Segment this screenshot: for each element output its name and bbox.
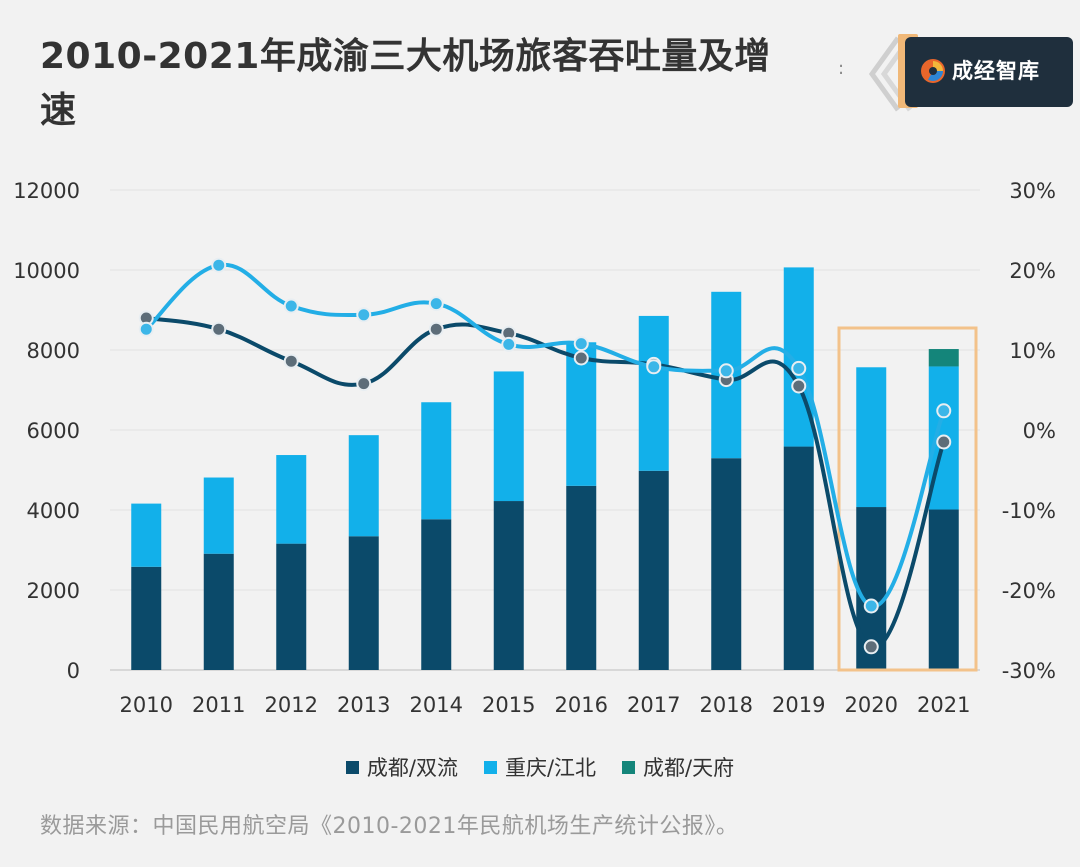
y-right-tick-label: -30% [1002, 659, 1056, 683]
growth-point-1 [211, 257, 227, 273]
bar-0 [638, 470, 669, 670]
legend-item-shuangliu: 成都/双流 [345, 752, 458, 782]
growth-point-1 [646, 359, 662, 375]
x-tick-label: 2013 [337, 693, 390, 717]
y-right-tick-label: 0% [1023, 419, 1056, 443]
highlight-box [837, 326, 978, 672]
x-tick-label: 2019 [772, 693, 825, 717]
data-source-note: 数据来源：中国民用航空局《2010-2021年民航机场生产统计公报》。 [40, 814, 739, 839]
legend-swatch-jiangbei [483, 760, 497, 774]
growth-point-0 [283, 353, 299, 369]
x-tick-label: 2017 [627, 693, 680, 717]
x-tick-label: 2010 [120, 693, 173, 717]
y-left-tick-label: 0 [67, 659, 80, 683]
bar-1 [638, 315, 669, 471]
bar-1 [566, 342, 597, 486]
x-tick-label: 2016 [555, 693, 608, 717]
y-left-tick-label: 8000 [27, 339, 80, 363]
growth-point-1 [791, 360, 807, 376]
x-tick-label: 2021 [917, 693, 970, 717]
bar-0 [493, 501, 524, 670]
bar-0 [276, 543, 307, 670]
x-tick-label: 2018 [700, 693, 753, 717]
x-tick-label: 2020 [845, 693, 898, 717]
bar-1 [276, 455, 307, 544]
x-tick-label: 2014 [410, 693, 463, 717]
growth-point-0 [356, 376, 372, 392]
legend-item-tianfu: 成都/天府 [622, 752, 734, 782]
bar-0 [711, 458, 742, 670]
chart-legend: 成都/双流 重庆/江北 成都/天府 [0, 752, 1080, 782]
y-right-tick-label: -10% [1002, 499, 1056, 523]
growth-line-0 [145, 316, 946, 649]
bar-0 [421, 519, 452, 670]
bar-2 [928, 349, 959, 367]
growth-point-0 [573, 350, 589, 366]
bar-1 [493, 371, 524, 502]
growth-point-1 [718, 363, 734, 379]
growth-point-1 [138, 321, 154, 337]
x-tick-label: 2015 [482, 693, 535, 717]
bar-0 [928, 509, 959, 670]
y-right-tick-label: 30% [1009, 179, 1056, 203]
growth-point-1 [573, 336, 589, 352]
y-left-tick-label: 2000 [27, 579, 80, 603]
bar-0 [348, 536, 379, 670]
bar-1 [131, 503, 162, 567]
separator-mark: : [838, 58, 845, 79]
growth-line-1 [144, 262, 946, 609]
bar-1 [203, 477, 234, 554]
bar-0 [203, 553, 234, 670]
growth-point-1 [283, 298, 299, 314]
legend-swatch-tianfu [622, 760, 636, 774]
legend-item-jiangbei: 重庆/江北 [483, 752, 597, 782]
y-left-tick-label: 4000 [27, 499, 80, 523]
growth-point-0 [211, 321, 227, 337]
growth-point-0 [936, 434, 952, 450]
bar-1 [348, 435, 379, 537]
bar-0 [566, 485, 597, 670]
legend-label-shuangliu: 成都/双流 [366, 756, 458, 780]
brand-name: 成经智库 [952, 59, 1040, 83]
growth-point-1 [863, 598, 879, 614]
legend-label-tianfu: 成都/天府 [643, 756, 735, 780]
growth-point-0 [428, 321, 444, 337]
y-right-tick-label: 20% [1009, 259, 1056, 283]
growth-point-0 [863, 639, 879, 655]
bar-0 [131, 566, 162, 670]
growth-point-1 [356, 307, 372, 323]
brand-emblem-icon [921, 59, 945, 83]
x-tick-label: 2012 [265, 693, 318, 717]
growth-point-1 [936, 403, 952, 419]
growth-point-1 [428, 296, 444, 312]
growth-point-0 [791, 378, 807, 394]
y-right-tick-label: -20% [1002, 579, 1056, 603]
bar-1 [421, 402, 452, 520]
y-right-tick-label: 10% [1009, 339, 1056, 363]
legend-label-jiangbei: 重庆/江北 [504, 756, 597, 780]
x-tick-label: 2011 [192, 693, 245, 717]
y-left-tick-label: 6000 [27, 419, 80, 443]
chart-title: 2010-2021年成渝三大机场旅客吞吐量及增速 [40, 36, 771, 131]
bar-0 [783, 446, 814, 670]
y-left-tick-label: 12000 [13, 179, 80, 203]
growth-point-1 [501, 336, 517, 352]
legend-swatch-shuangliu [345, 760, 359, 774]
bar-1 [856, 367, 887, 508]
y-left-tick-label: 10000 [13, 259, 80, 283]
